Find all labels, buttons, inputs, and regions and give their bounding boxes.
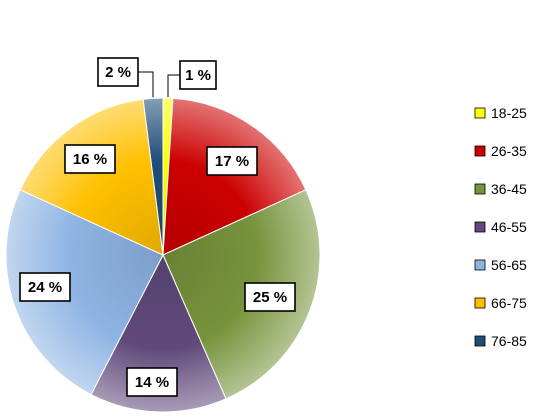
legend-label-26-35: 26-35: [491, 143, 527, 159]
data-label-box: [19, 272, 71, 302]
pie-slice-26-35: [162, 97, 307, 256]
pie-slice-56-65: [5, 189, 164, 396]
legend-swatch-18-25: [474, 107, 486, 119]
legend-label-66-75: 66-75: [491, 295, 527, 311]
data-label: 24 %: [28, 279, 62, 296]
leader-line: [167, 74, 180, 98]
pie-slice-66-75: [19, 98, 164, 256]
pie-slices: [5, 97, 321, 413]
data-labels: 1 % 17 % 25 % 14 % 24 % 16 % 2 %: [19, 57, 296, 397]
data-label-box: [206, 146, 258, 176]
legend-label-46-55: 46-55: [491, 219, 527, 235]
data-label-box: [244, 282, 296, 312]
pie-slice-46-55: [90, 253, 227, 413]
legend-swatch-46-55: [474, 221, 486, 233]
legend-swatch-76-85: [474, 335, 486, 347]
legend-swatch-26-35: [474, 145, 486, 157]
leader-lines: [138, 71, 180, 98]
data-label-box: [64, 144, 116, 174]
legend-swatch-66-75: [474, 297, 486, 309]
data-label: 16 %: [73, 151, 107, 168]
legend-label-56-65: 56-65: [491, 257, 527, 273]
legend-label-18-25: 18-25: [491, 105, 527, 121]
data-label: 2 %: [105, 64, 131, 81]
data-label-box: [179, 60, 217, 90]
data-label-box: [126, 367, 178, 397]
legend: 18-25 26-35 36-45 46-55 56-65 66-75 76-85: [474, 105, 527, 349]
leader-line: [138, 71, 154, 98]
pie-slice-36-45: [162, 189, 321, 400]
data-label: 17 %: [215, 153, 249, 170]
data-label: 25 %: [253, 289, 287, 306]
data-label: 14 %: [135, 374, 169, 391]
pie-slice-76-85: [142, 97, 164, 256]
legend-label-36-45: 36-45: [491, 181, 527, 197]
data-label: 1 %: [185, 67, 211, 84]
legend-swatch-56-65: [474, 259, 486, 271]
legend-swatch-36-45: [474, 183, 486, 195]
data-label-box: [97, 57, 139, 87]
legend-label-76-85: 76-85: [491, 333, 527, 349]
